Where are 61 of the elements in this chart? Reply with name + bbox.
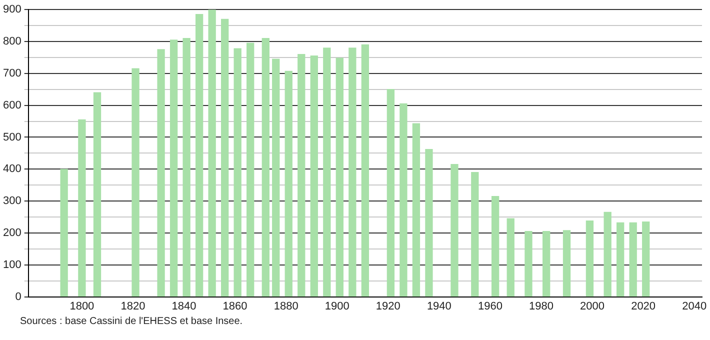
bar [412,123,420,297]
y-tick-label: 600 [2,99,22,112]
y-tick-label: 100 [2,258,22,271]
bar [208,10,216,297]
bar [78,119,86,297]
x-tick-label: 1900 [324,300,350,312]
bar [348,48,356,297]
x-tick-label: 1820 [120,300,146,312]
bar [506,218,514,297]
y-tick-label: 200 [2,227,22,240]
bar [629,222,637,297]
y-tick-label: 300 [2,195,22,208]
bar [60,168,68,297]
bar [400,103,408,297]
bar [262,38,270,297]
bar [471,172,479,297]
bar [562,230,571,297]
bar [272,58,280,297]
x-tick-label: 2020 [631,300,656,312]
bar [604,212,612,297]
x-tick-label: 1840 [172,300,196,312]
bar [361,44,370,297]
x-tick-label: 1880 [274,300,298,312]
x-tick-label: 1940 [426,300,452,312]
x-tick-label: 1960 [478,300,502,312]
bar [616,222,624,297]
bar [284,70,292,297]
y-tick-label: 400 [2,163,22,176]
bar [132,68,140,297]
bar [195,14,204,297]
y-tick-label: 700 [2,67,22,80]
bar [491,196,500,297]
y-tick-label: 800 [2,36,22,48]
x-tick-label: 2000 [580,300,605,312]
bar [586,220,594,297]
bar [298,54,306,297]
bar [450,164,458,297]
bar [524,231,532,297]
bar [425,149,433,297]
y-tick-label: 0 [15,290,22,303]
x-tick-label: 2040 [682,300,707,312]
bar [386,89,395,297]
bar [246,42,254,297]
bar [170,40,178,297]
bar [221,18,229,297]
y-tick-label: 500 [2,131,22,144]
bar [182,38,190,297]
bar [642,221,650,297]
bar [93,92,102,297]
x-tick-label: 1920 [376,300,400,312]
bar [234,48,242,297]
y-tick-label: 900 [2,4,22,16]
x-tick-label: 1860 [222,300,248,312]
bar [310,56,318,297]
bar [323,48,331,297]
source-note: Sources : base Cassini de l'EHESS et base Insee. [20,316,244,327]
x-tick-label: 1980 [529,300,554,312]
bar [542,231,550,297]
bar [336,58,344,297]
bar [157,49,165,297]
x-tick-label: 1800 [70,300,94,312]
